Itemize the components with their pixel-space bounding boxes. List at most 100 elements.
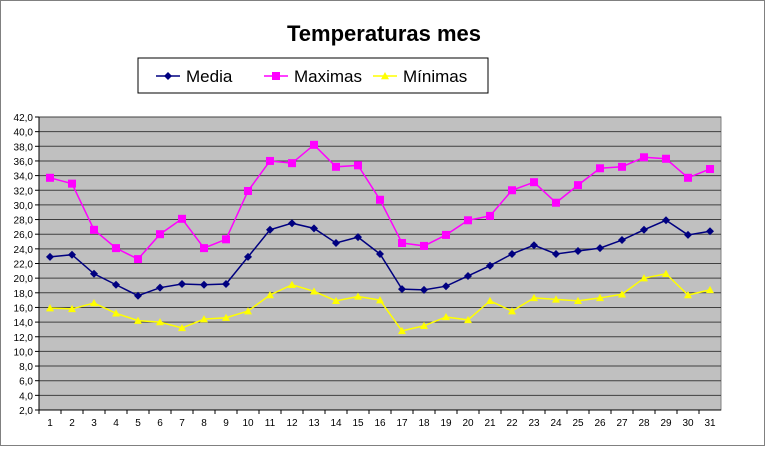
chart-title: Temperaturas mes	[287, 21, 481, 46]
data-point	[310, 287, 318, 295]
data-point	[332, 238, 340, 247]
x-tick-label: 19	[440, 418, 452, 429]
data-point	[420, 321, 428, 329]
data-point	[266, 156, 274, 165]
data-point	[332, 162, 340, 171]
y-tick-label: 28,0	[14, 216, 34, 227]
data-point	[68, 179, 76, 188]
legend-box	[137, 57, 489, 94]
x-tick-label: 30	[682, 418, 694, 429]
data-point	[596, 164, 604, 173]
data-point	[552, 249, 560, 258]
x-tick-label: 7	[179, 418, 185, 429]
data-point	[112, 309, 120, 317]
data-point	[178, 214, 186, 223]
y-tick-label: 12,0	[14, 333, 34, 344]
data-point	[442, 312, 450, 321]
data-point	[574, 247, 582, 256]
data-point	[464, 315, 472, 324]
data-point	[112, 244, 120, 253]
data-point	[464, 271, 472, 280]
x-tick-label: 13	[308, 418, 320, 429]
x-tick-label: 31	[704, 418, 716, 429]
y-tick-label: 10,0	[14, 347, 34, 358]
data-point	[376, 195, 384, 204]
data-point	[662, 269, 670, 277]
data-point	[112, 280, 120, 289]
data-point	[486, 296, 494, 305]
data-point	[68, 304, 76, 313]
y-tick-label: 22,0	[14, 260, 34, 271]
y-tick-label: 36,0	[14, 157, 34, 168]
data-point	[332, 296, 340, 305]
data-point	[46, 304, 54, 312]
legend-marker-triangle	[381, 72, 389, 80]
data-point	[222, 280, 230, 289]
data-point	[662, 154, 670, 163]
data-point	[398, 326, 406, 335]
legend-marker-diamond	[164, 72, 172, 80]
x-tick-label: 12	[286, 418, 298, 429]
y-tick-label: 32,0	[14, 186, 34, 197]
data-point	[90, 269, 98, 278]
series-maximas	[46, 140, 714, 264]
data-point	[574, 181, 582, 190]
y-tick-label: 42,0	[14, 113, 34, 124]
data-point	[684, 290, 692, 299]
data-point	[46, 252, 54, 261]
x-axis: 1 2 3 4 5 6 7 8 9 10 11 12 13 14 15 16 17 18 19 20 21 22 23 24 2…	[38, 409, 721, 429]
data-point	[288, 159, 296, 168]
data-point	[684, 230, 692, 239]
data-point	[376, 249, 384, 258]
data-point	[244, 252, 252, 261]
data-point	[354, 233, 362, 242]
data-point	[178, 280, 186, 289]
data-point	[266, 290, 274, 299]
data-point	[640, 274, 648, 282]
data-point	[354, 161, 362, 170]
x-tick-label: 26	[594, 418, 606, 429]
data-point	[376, 296, 384, 304]
y-tick-label: 8,0	[19, 362, 33, 373]
data-point	[618, 290, 626, 298]
x-tick-label: 17	[396, 418, 408, 429]
x-tick-label: 10	[242, 418, 254, 429]
x-tick-label: 9	[223, 418, 229, 429]
x-tick-label: 25	[572, 418, 584, 429]
legend-label: Mínimas	[403, 67, 467, 86]
y-tick-label: 18,0	[14, 289, 34, 300]
data-point	[266, 225, 274, 234]
data-point	[596, 293, 604, 302]
data-point	[442, 282, 450, 291]
legend-label: Media	[186, 67, 233, 86]
data-point	[574, 296, 582, 305]
series-mínimas	[46, 269, 714, 335]
data-point	[486, 261, 494, 270]
y-tick-label: 40,0	[14, 128, 34, 139]
y-tick-label: 38,0	[14, 142, 34, 153]
data-point	[354, 292, 362, 300]
series-group	[46, 140, 714, 335]
y-tick-label: 26,0	[14, 230, 34, 241]
x-tick-label: 24	[550, 418, 562, 429]
data-point	[288, 280, 296, 288]
x-tick-label: 29	[660, 418, 672, 429]
data-point	[134, 316, 142, 324]
x-tick-label: 16	[374, 418, 386, 429]
data-point	[508, 186, 516, 195]
series-media	[46, 216, 714, 300]
data-point	[200, 280, 208, 289]
x-tick-label: 28	[638, 418, 650, 429]
data-point	[420, 241, 428, 250]
x-tick-label: 23	[528, 418, 540, 429]
x-tick-label: 21	[484, 418, 496, 429]
x-tick-label: 2	[69, 418, 75, 429]
y-tick-label: 24,0	[14, 245, 34, 256]
x-tick-label: 14	[330, 418, 342, 429]
x-tick-label: 3	[91, 418, 97, 429]
data-point	[640, 153, 648, 162]
legend-marker-square	[272, 72, 280, 80]
data-point	[662, 216, 670, 225]
data-point	[156, 283, 164, 292]
